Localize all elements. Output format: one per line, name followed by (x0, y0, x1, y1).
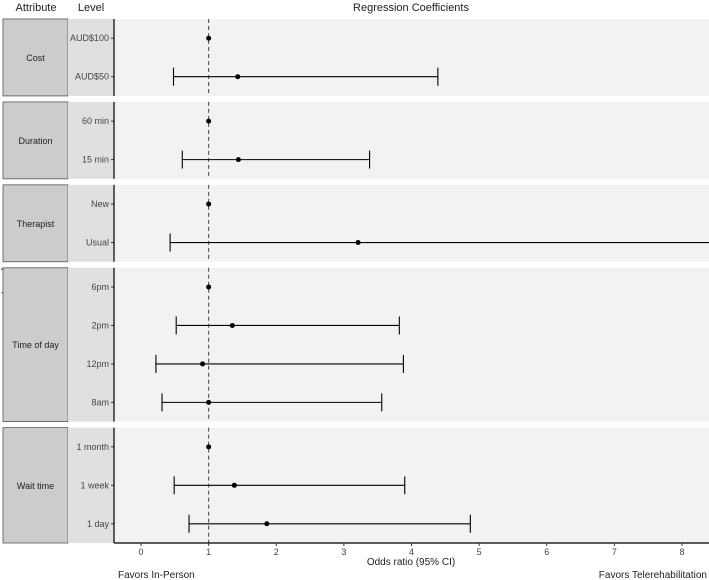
level-label: 15 min (82, 155, 109, 165)
panel-background (114, 267, 709, 422)
point-estimate (200, 361, 206, 367)
point-estimate (235, 74, 241, 80)
x-tick-label: 1 (206, 547, 211, 557)
point-estimate (206, 201, 212, 207)
point-estimate (206, 284, 212, 290)
panel-time-of-day: Time of day 6pm 2pm 12pm 8am (2, 267, 709, 423)
attribute-label: Wait time (17, 481, 54, 491)
panel-background (114, 184, 709, 262)
level-strip (68, 267, 114, 422)
point-estimate (264, 521, 270, 527)
attribute-strip (2, 101, 69, 180)
panel-background (114, 101, 709, 179)
panel-duration: Duration 60 min 15 min (2, 101, 709, 180)
level-strip (68, 19, 114, 96)
point-estimate (231, 482, 237, 488)
level-label: New (91, 199, 110, 209)
point-estimate (206, 444, 212, 450)
level-label: 1 day (87, 519, 110, 529)
x-tick-label: 0 (139, 547, 144, 557)
level-label: 1 week (80, 480, 109, 490)
attribute-strip (2, 184, 69, 263)
level-label: 60 min (82, 116, 109, 126)
annotation-left: Favors In-Person (118, 570, 195, 580)
point-estimate (206, 399, 212, 405)
panel-wait-time: Wait time 1 month 1 week 1 day (2, 427, 709, 544)
level-label: 1 month (76, 442, 109, 452)
level-label: AUD$100 (70, 33, 109, 43)
level-label: AUD$50 (75, 72, 109, 82)
x-tick-label: 7 (612, 547, 617, 557)
level-label: 12pm (86, 359, 109, 369)
level-label: 8am (91, 397, 109, 407)
level-label: 2pm (91, 320, 109, 330)
x-tick-label: 8 (679, 547, 684, 557)
point-estimate (355, 240, 361, 246)
x-tick-label: 4 (409, 547, 414, 557)
panel-therapist: Therapist New Usual (2, 184, 709, 263)
x-tick-label: 3 (341, 547, 346, 557)
attribute-label: Therapist (17, 219, 55, 229)
level-strip (68, 184, 114, 262)
x-tick-label: 2 (274, 547, 279, 557)
strip-header-level: Level (78, 2, 104, 14)
level-label: 6pm (91, 282, 109, 292)
x-tick-label: 6 (544, 547, 549, 557)
point-estimate (206, 118, 212, 124)
attribute-strip (2, 427, 69, 544)
point-estimate (229, 322, 235, 328)
x-tick-label: 5 (477, 547, 482, 557)
panel-background (114, 19, 709, 96)
x-axis-label: Odds ratio (95% CI) (367, 557, 455, 568)
level-strip (68, 101, 114, 179)
attribute-label: Cost (26, 53, 45, 63)
attribute-label: Duration (18, 136, 52, 146)
strip-header-attribute: Attribute (16, 2, 57, 14)
annotation-right: Favors Telerehabilitation (599, 570, 707, 580)
chart-title: Regression Coefficients (353, 2, 469, 14)
level-label: Usual (86, 238, 109, 248)
panel-cost: Cost AUD$100 AUD$50 (2, 18, 709, 97)
point-estimate (235, 157, 241, 163)
level-strip (68, 427, 114, 543)
attribute-strip (2, 267, 69, 423)
attribute-label: Time of day (12, 340, 59, 350)
point-estimate (206, 35, 212, 41)
